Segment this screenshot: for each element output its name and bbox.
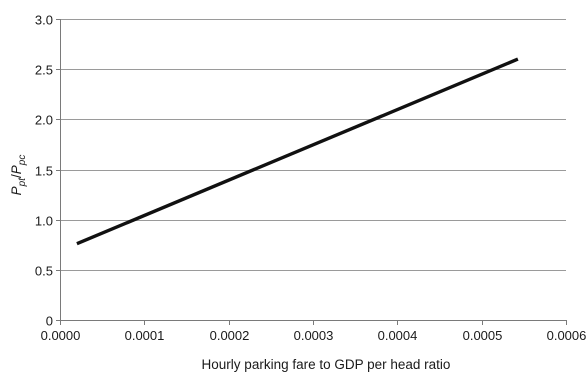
x-tick-label-1: 0.0001 — [125, 328, 165, 343]
x-tick-label-6: 0.0006 — [547, 328, 587, 343]
x-tick-label-2: 0.0002 — [210, 328, 250, 343]
x-tick-label-0: 0.0000 — [41, 328, 81, 343]
x-tick-label-5: 0.0005 — [463, 328, 503, 343]
y-axis-title-slash: / — [9, 174, 24, 178]
y-axis-title-p1: P — [9, 186, 24, 195]
y-tick-label-5: 2.5 — [35, 63, 53, 78]
x-axis-title: Hourly parking fare to GDP per head rati… — [202, 357, 451, 372]
y-axis-title-sub2: pc — [17, 155, 28, 167]
series-layer — [76, 57, 519, 246]
y-axis-title: Ppt/Ppc — [9, 155, 28, 196]
gridlines — [60, 19, 566, 271]
y-tick-label-4: 2.0 — [35, 113, 53, 128]
y-tick-label-0: 0 — [46, 314, 53, 329]
x-tick-label-4: 0.0004 — [378, 328, 418, 343]
axes — [56, 19, 567, 325]
y-tick-labels: 0 0.5 1.0 1.5 2.0 2.5 3.0 — [35, 13, 53, 329]
x-tick-label-3: 0.0003 — [294, 328, 334, 343]
y-tick-label-2: 1.0 — [35, 214, 53, 229]
y-tick-label-1: 0.5 — [35, 264, 53, 279]
y-axis-title-sub1: pt — [17, 177, 28, 188]
x-tick-labels: 0.0000 0.0001 0.0002 0.0003 0.0004 0.0005 0.00… — [41, 328, 587, 343]
y-tick-label-3: 1.5 — [35, 164, 53, 179]
y-axis-title-p2: P — [9, 165, 24, 174]
y-tick-label-6: 3.0 — [35, 13, 53, 28]
series-line-0 — [76, 57, 519, 246]
